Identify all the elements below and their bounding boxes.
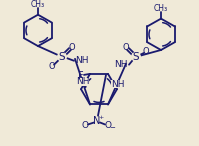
Text: S: S [133, 52, 139, 62]
Text: NH: NH [76, 77, 89, 86]
Text: NH: NH [75, 56, 89, 65]
Text: O: O [143, 47, 149, 57]
FancyBboxPatch shape [111, 80, 123, 88]
Text: S: S [133, 52, 139, 62]
Text: O: O [82, 121, 89, 130]
Text: O: O [69, 42, 75, 52]
Text: O: O [123, 42, 129, 52]
Text: NH: NH [111, 80, 125, 89]
Text: O: O [49, 62, 55, 71]
Text: +: + [98, 115, 104, 120]
FancyBboxPatch shape [76, 78, 89, 86]
Text: F: F [78, 71, 84, 81]
Text: CH₃: CH₃ [31, 0, 45, 9]
Text: O: O [104, 121, 111, 130]
Text: NH: NH [114, 60, 128, 69]
Circle shape [131, 52, 141, 62]
Text: CH₃: CH₃ [154, 4, 168, 13]
Text: S: S [59, 52, 65, 62]
Circle shape [57, 52, 67, 62]
Text: −: − [109, 125, 115, 131]
Text: N: N [93, 115, 101, 126]
Text: S: S [59, 52, 65, 62]
